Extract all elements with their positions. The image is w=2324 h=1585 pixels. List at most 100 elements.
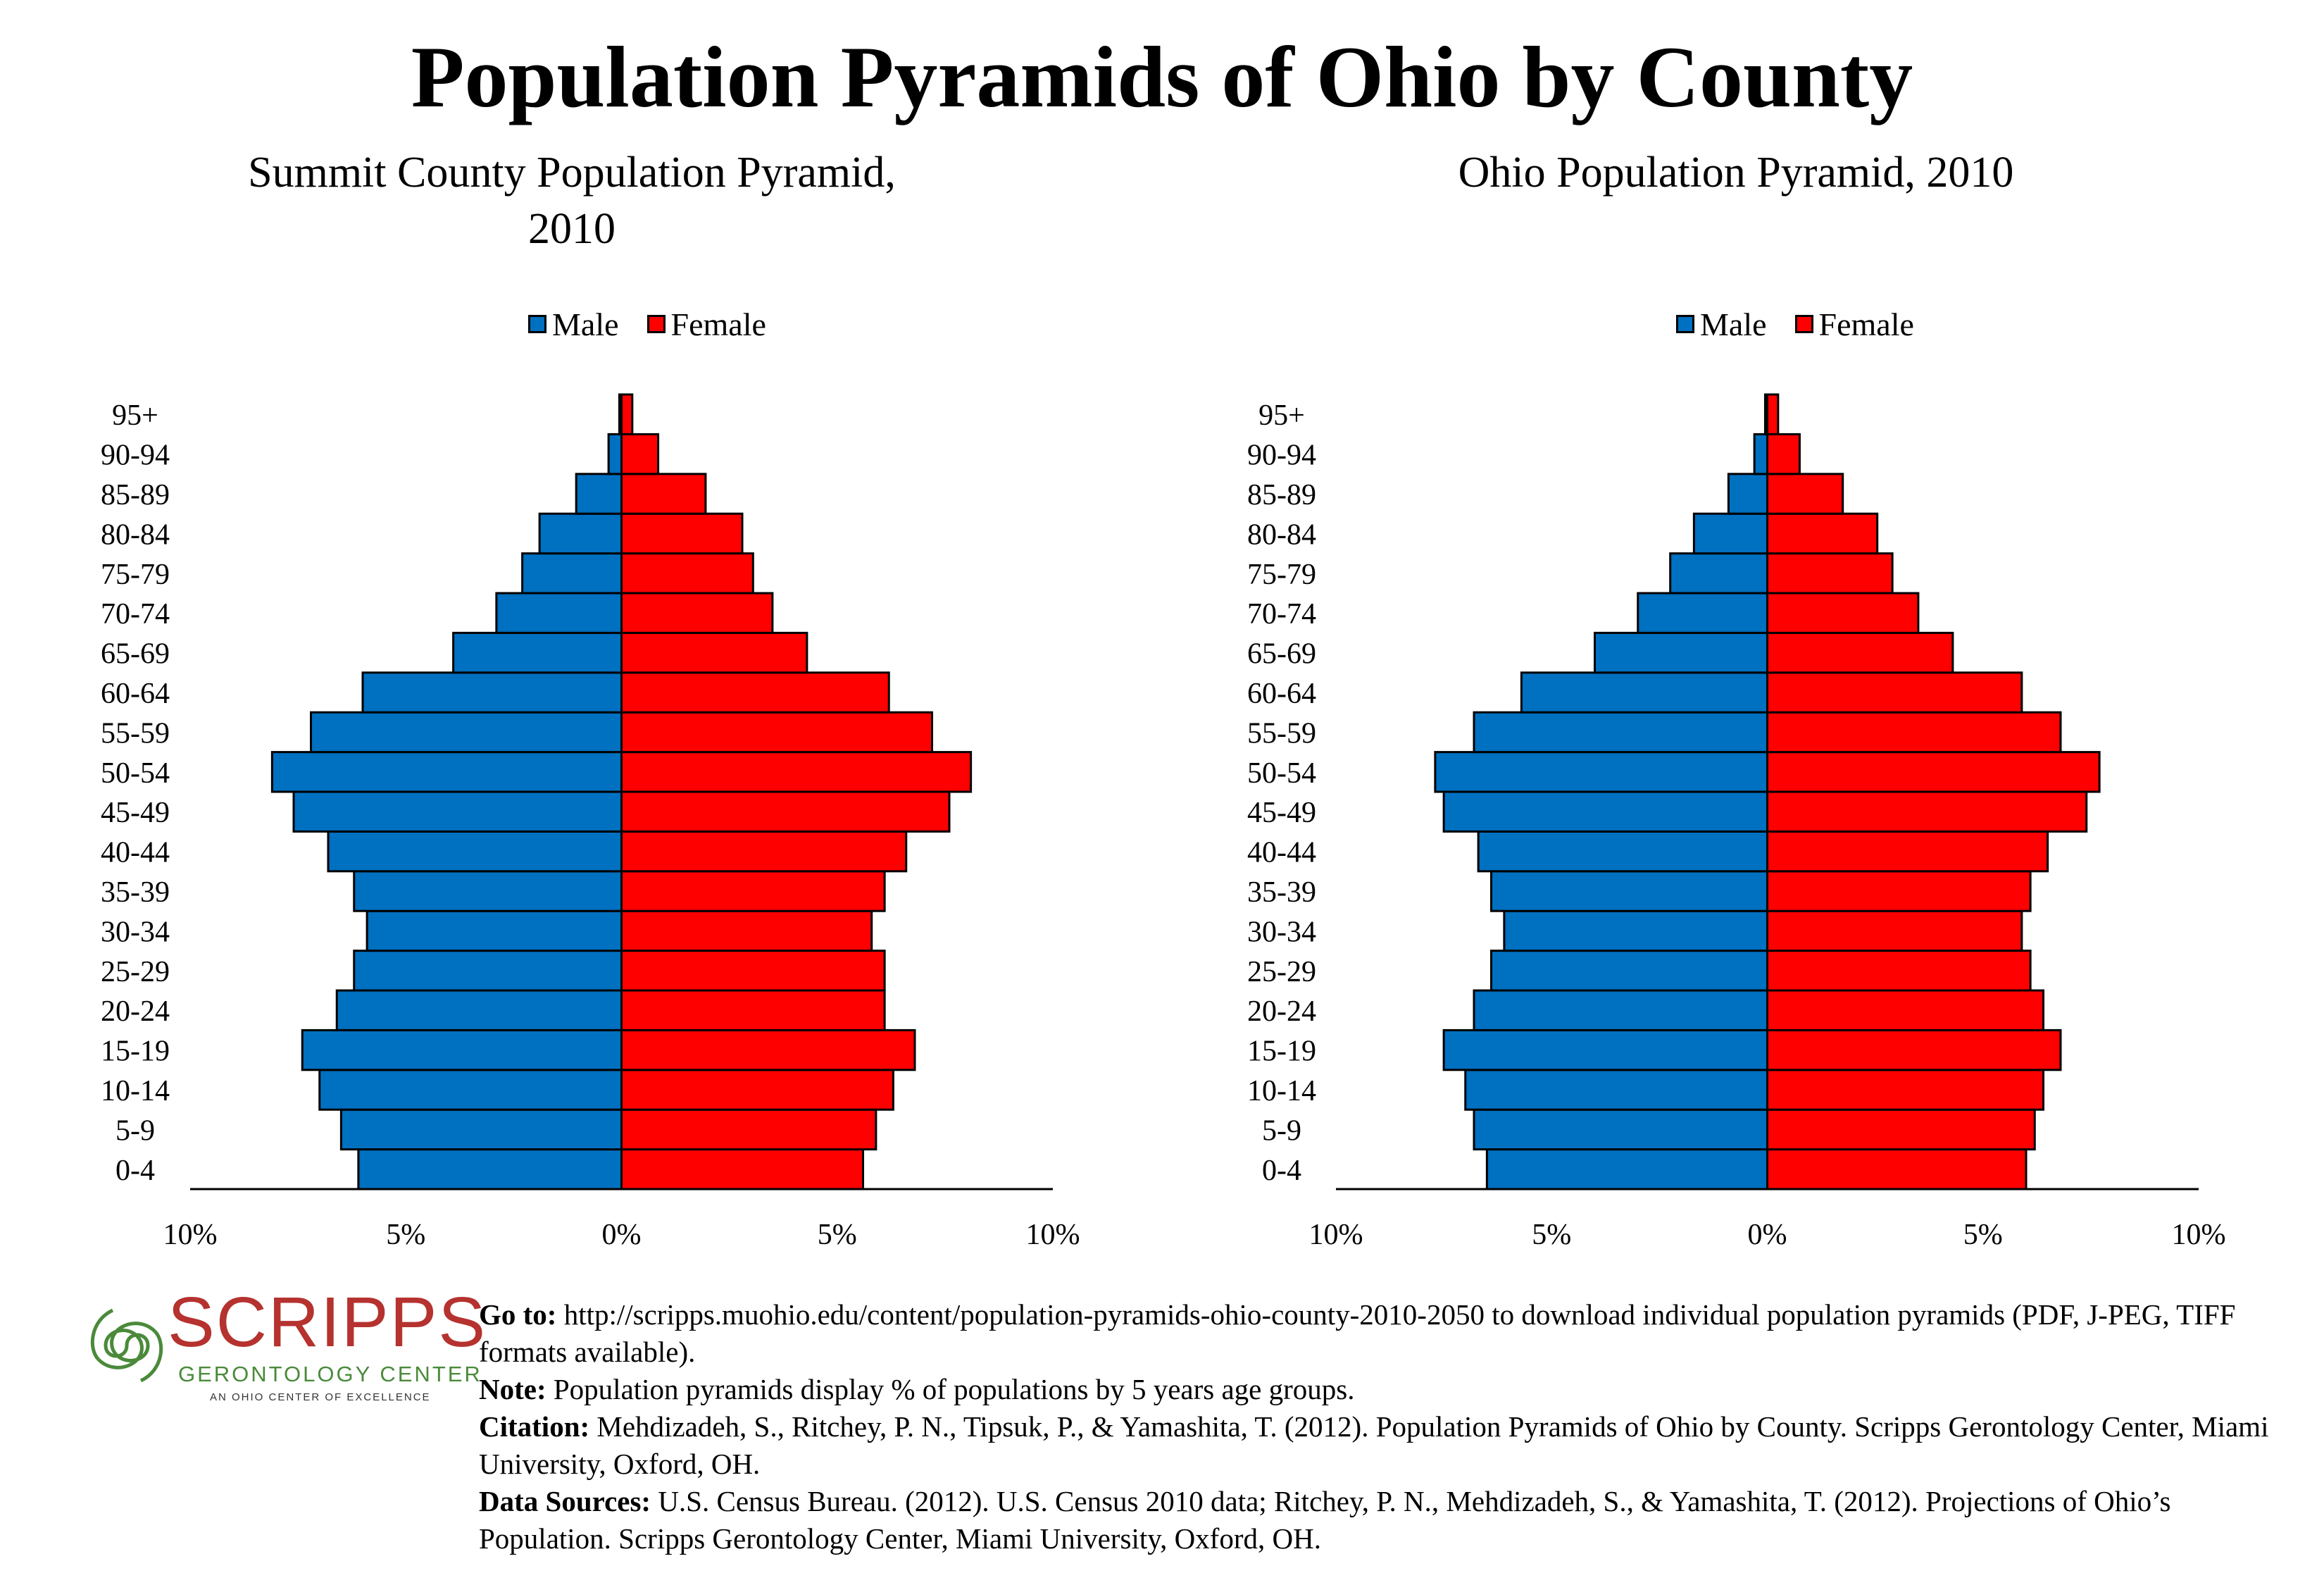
- summit-male-bar-75-79: [521, 552, 623, 595]
- scripps-logo: SCRIPPS GERONTOLOGY CENTER AN OHIO CENTE…: [85, 1283, 485, 1405]
- summit-age-label: 80-84: [101, 518, 170, 551]
- ohio-male-bar-25-29: [1490, 950, 1768, 992]
- summit-female-bar-70-74: [620, 592, 774, 634]
- ohio-age-label: 60-64: [1247, 678, 1316, 710]
- summit-male-bar-10-14: [318, 1069, 623, 1111]
- summit-age-label: 75-79: [101, 559, 170, 591]
- ohio-age-label: 85-89: [1247, 479, 1316, 511]
- ohio-male-bar-65-69: [1594, 631, 1768, 674]
- summit-x-tick-label: 10%: [1026, 1219, 1080, 1251]
- legend-entry-male: Male: [1676, 306, 1767, 343]
- ohio-age-label: 55-59: [1247, 717, 1316, 750]
- legend-entry-female: Female: [646, 306, 766, 343]
- ohio-female-bar-55-59: [1766, 711, 2062, 754]
- ohio-male-bar-85-89: [1727, 473, 1768, 515]
- summit-male-bar-55-59: [310, 711, 623, 754]
- ohio-age-label: 80-84: [1247, 518, 1316, 551]
- ohio-male-bar-60-64: [1520, 671, 1768, 714]
- summit-female-bar-95+: [620, 393, 634, 435]
- summit-male-bar-85-89: [575, 473, 623, 515]
- ohio-female-bar-5-9: [1766, 1108, 2036, 1151]
- summit-male-bar-90-94: [607, 433, 623, 476]
- summit-age-label: 45-49: [101, 797, 170, 829]
- summit-age-label: 60-64: [101, 678, 170, 710]
- ohio-x-tick-label: 0%: [1748, 1219, 1787, 1251]
- summit-male-bar-15-19: [301, 1028, 623, 1071]
- legend-female-label: Female: [1818, 306, 1914, 342]
- summit-female-bar-65-69: [620, 631, 808, 674]
- summit-male-bar-0-4: [357, 1148, 623, 1191]
- ohio-male-bar-80-84: [1692, 512, 1768, 555]
- summit-age-label: 65-69: [101, 638, 170, 671]
- citation-label: Citation:: [479, 1410, 590, 1443]
- summit-age-label: 95+: [112, 399, 158, 432]
- legend-male-label: Male: [1700, 306, 1767, 342]
- legend-male-swatch: [528, 315, 546, 333]
- summit-male-bar-25-29: [353, 950, 623, 992]
- summit-age-label: 35-39: [101, 876, 170, 909]
- summit-female-bar-15-19: [620, 1028, 916, 1071]
- summit-female-bar-90-94: [620, 433, 660, 476]
- legend-male-label: Male: [552, 306, 619, 342]
- summit-female-bar-60-64: [620, 671, 890, 714]
- ohio-chart-title: Ohio Population Pyramid, 2010: [1458, 149, 2014, 197]
- ohio-age-label: 35-39: [1247, 876, 1316, 909]
- goto-note: Go to: http://scripps.muohio.edu/content…: [479, 1296, 2310, 1371]
- ohio-female-bar-45-49: [1766, 790, 2088, 833]
- ohio-x-tick-label: 10%: [2172, 1219, 2226, 1251]
- summit-female-bar-30-34: [620, 909, 873, 952]
- ohio-male-bar-75-79: [1669, 552, 1768, 595]
- ohio-x-tick-label: 10%: [1309, 1219, 1363, 1251]
- summit-female-bar-10-14: [620, 1069, 894, 1111]
- ohio-female-bar-80-84: [1766, 512, 1879, 555]
- ohio-age-label: 20-24: [1247, 995, 1316, 1028]
- summit-male-bar-20-24: [335, 989, 623, 1031]
- ohio-age-label: 75-79: [1247, 559, 1316, 591]
- ohio-female-bar-85-89: [1766, 473, 1844, 515]
- legend-entry-female: Female: [1794, 306, 1914, 343]
- summit-age-label: 15-19: [101, 1036, 170, 1068]
- summit-female-bar-55-59: [620, 711, 933, 754]
- ohio-female-bar-0-4: [1766, 1148, 2028, 1191]
- ohio-female-bar-40-44: [1766, 830, 2049, 873]
- summit-x-tick-label: 10%: [163, 1219, 218, 1251]
- summit-pyramid-chart: 0-4 5-9 10-14 15-19 20-24 25-29 30-34 35-39 40-4…: [101, 393, 1080, 1251]
- summit-male-bar-60-64: [361, 671, 623, 714]
- legend-female-label: Female: [670, 306, 766, 342]
- summit-male-bar-70-74: [495, 592, 623, 634]
- summit-chart-title: Summit County Population Pyramid, 2010: [248, 149, 896, 253]
- ohio-male-bar-55-59: [1473, 711, 1768, 754]
- ohio-x-tick-label: 5%: [1963, 1219, 2003, 1251]
- summit-female-bar-20-24: [620, 989, 886, 1031]
- summit-male-bar-80-84: [538, 512, 623, 555]
- ohio-female-bar-70-74: [1766, 592, 1920, 634]
- ohio-female-bar-50-54: [1766, 751, 2101, 793]
- summit-age-label: 40-44: [101, 837, 170, 869]
- ohio-age-label: 30-34: [1247, 916, 1316, 948]
- summit-age-label: 90-94: [101, 440, 170, 472]
- ohio-age-label: 0-4: [1262, 1155, 1301, 1187]
- summit-female-bar-25-29: [620, 950, 886, 992]
- summit-male-bar-40-44: [327, 830, 623, 873]
- ohio-age-label: 15-19: [1247, 1036, 1316, 1068]
- summit-age-label: 0-4: [115, 1155, 155, 1187]
- ohio-age-label: 95+: [1258, 399, 1305, 432]
- ohio-male-bar-50-54: [1434, 751, 1768, 793]
- ohio-age-label: 10-14: [1247, 1075, 1316, 1107]
- ohio-female-bar-10-14: [1766, 1069, 2044, 1111]
- note-label: Note:: [479, 1373, 546, 1405]
- spiral-emblem-icon: [90, 1308, 163, 1383]
- citation-text: Mehdizadeh, S., Ritchey, P. N., Tipsuk, …: [479, 1410, 2269, 1480]
- ohio-male-bar-70-74: [1637, 592, 1768, 634]
- ohio-female-bar-90-94: [1766, 433, 1801, 476]
- summit-female-bar-0-4: [620, 1148, 864, 1191]
- summit-age-label: 25-29: [101, 956, 170, 988]
- summit-female-bar-80-84: [620, 512, 744, 555]
- summit-age-label: 55-59: [101, 717, 170, 750]
- summit-female-bar-50-54: [620, 751, 973, 793]
- summit-male-bar-30-34: [366, 909, 623, 952]
- ohio-male-bar-15-19: [1442, 1028, 1768, 1071]
- summit-male-bar-35-39: [353, 870, 623, 912]
- ohio-male-bar-5-9: [1473, 1108, 1768, 1151]
- ohio-age-label: 40-44: [1247, 837, 1316, 869]
